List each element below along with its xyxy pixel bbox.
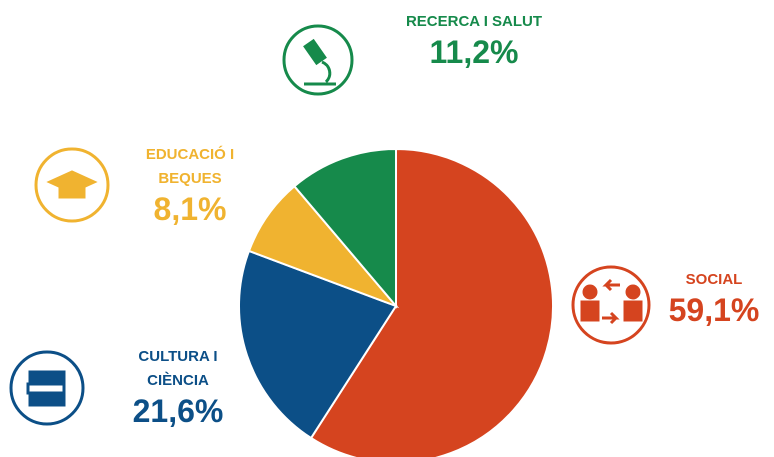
pie-slice (309, 147, 554, 457)
category-label: EDUCACIÓ I BEQUES (145, 146, 235, 187)
category-label: CULTURA I CIÈNCIA (138, 348, 218, 389)
value-label: 8,1% (153, 191, 227, 227)
slice-label: CULTURA I CIÈNCIA 21,6% (123, 345, 233, 429)
slice-label: SOCIAL 59,1% (664, 268, 764, 328)
category-label: SOCIAL (685, 271, 743, 288)
icon-cultura (9, 350, 85, 426)
pie-slice (293, 147, 397, 309)
slice-label: EDUCACIÓ I BEQUES 8,1% (135, 143, 245, 227)
slice-label: RECERCA I SALUT 11,2% (384, 10, 564, 70)
value-label: 21,6% (132, 393, 224, 429)
value-label: 59,1% (668, 292, 760, 328)
category-label: RECERCA I SALUT (405, 13, 543, 30)
icon-social (571, 265, 651, 345)
pie-slice (238, 249, 398, 440)
icon-educacio (34, 147, 110, 223)
value-label: 11,2% (429, 34, 519, 70)
icon-recerca (282, 24, 354, 96)
